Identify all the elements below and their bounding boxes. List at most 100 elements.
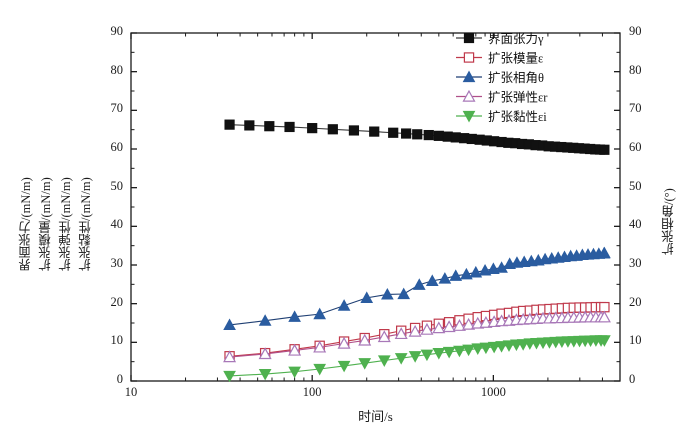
marker-filled-triangle-down	[487, 341, 501, 354]
marker-filled-triangle-up	[258, 314, 272, 326]
legend-label-3: 扩张弹性εr	[488, 90, 548, 105]
marker-filled-triangle-up	[337, 299, 351, 311]
legend-label-0: 界面张力γ	[488, 31, 544, 46]
marker-filled-triangle-up	[288, 310, 301, 322]
y-tick-label-right-80: 80	[629, 62, 642, 77]
x-tick-label-100: 100	[302, 385, 322, 399]
marker-filled-triangle-down	[442, 346, 456, 359]
marker-filled-triangle-down	[453, 345, 466, 358]
marker-open-triangle-up	[377, 330, 391, 343]
marker-filled-triangle-up	[469, 265, 483, 278]
marker-open-triangle-up	[223, 350, 237, 363]
marker-filled-triangle-down	[377, 355, 391, 367]
marker-filled-triangle-up	[438, 272, 452, 284]
marker-open-triangle-up	[442, 320, 456, 333]
marker-filled-square	[423, 129, 434, 141]
marker-open-triangle-up	[394, 327, 408, 340]
marker-filled-triangle-down	[394, 353, 408, 365]
legend-label-4: 扩张黏性εi	[488, 109, 547, 124]
y-axis-title-left-1: 扩张模量/(mN/m)	[39, 177, 53, 271]
marker-open-triangle-up	[462, 89, 476, 102]
marker-filled-square	[348, 125, 360, 136]
y-tick-label-left-20: 20	[110, 294, 124, 309]
legend: 界面张力γ 扩张模量ε 扩张相角θ 扩张弹性εr 扩张黏性εi	[456, 31, 548, 124]
marker-filled-triangle-up	[223, 318, 236, 331]
marker-filled-square	[401, 128, 412, 139]
legend-label-2: 扩张相角θ	[488, 70, 544, 85]
marker-filled-triangle-up	[397, 287, 411, 300]
marker-filled-square	[264, 121, 275, 132]
marker-filled-triangle-up	[449, 269, 463, 281]
marker-filled-square	[369, 126, 380, 137]
y-tick-label-left-40: 40	[110, 217, 124, 232]
marker-filled-triangle-up	[487, 262, 500, 274]
y-tick-label-right-20: 20	[629, 294, 642, 309]
marker-open-square	[599, 301, 610, 313]
marker-open-square	[463, 52, 475, 63]
marker-filled-square	[412, 129, 423, 140]
x-tick-label-1000: 1000	[480, 385, 506, 399]
y-tick-label-left-10: 10	[110, 333, 124, 348]
marker-filled-triangle-up	[462, 70, 476, 83]
marker-filled-triangle-up	[598, 246, 611, 259]
marker-open-triangle-up	[432, 321, 446, 334]
marker-open-triangle-up	[408, 324, 422, 337]
marker-open-triangle-up	[462, 317, 476, 330]
y-axis-title-left-2: 扩张弹性/(mN/m)	[59, 177, 73, 271]
marker-filled-square	[307, 123, 318, 134]
marker-filled-triangle-up	[360, 291, 374, 303]
marker-filled-square	[388, 127, 399, 138]
marker-filled-square	[327, 124, 338, 135]
marker-filled-triangle-down	[258, 368, 272, 381]
marker-filled-triangle-up	[412, 278, 426, 290]
marker-filled-triangle-down	[313, 363, 327, 376]
marker-filled-square	[284, 121, 295, 133]
marker-filled-triangle-down	[408, 351, 422, 363]
marker-filled-square	[244, 120, 255, 131]
series-3	[223, 310, 611, 363]
y-tick-label-left-60: 60	[110, 140, 124, 154]
legend-label-1: 扩张模量ε	[488, 51, 543, 66]
series-4	[223, 335, 611, 382]
marker-filled-triangle-down	[288, 366, 301, 379]
marker-open-triangle-up	[313, 340, 327, 353]
x-axis-title: 时间/s	[358, 409, 393, 424]
marker-open-triangle-up	[358, 333, 372, 346]
marker-filled-triangle-down	[462, 110, 476, 123]
series-2	[223, 246, 611, 331]
marker-filled-triangle-down	[358, 358, 372, 370]
y-tick-label-right-30: 30	[629, 256, 642, 270]
marker-open-triangle-up	[420, 322, 434, 335]
y-tick-label-right-90: 90	[629, 24, 642, 38]
marker-filled-triangle-down	[420, 349, 434, 362]
marker-filled-triangle-down	[502, 340, 516, 352]
marker-filled-triangle-down	[432, 348, 446, 360]
marker-filled-triangle-down	[495, 341, 508, 353]
marker-filled-square	[433, 130, 444, 141]
y-axis-title-left-0: 界面张力/(mN/m)	[19, 177, 33, 271]
series-0	[224, 119, 610, 155]
marker-filled-triangle-down	[598, 335, 611, 347]
y-tick-label-left-50: 50	[110, 178, 124, 193]
y-tick-label-left-80: 80	[110, 62, 124, 77]
marker-filled-square	[463, 32, 475, 44]
marker-filled-square	[450, 132, 461, 143]
marker-filled-triangle-up	[425, 274, 439, 286]
marker-open-triangle-up	[337, 336, 351, 349]
y-axis-title-left-3: 扩张黏性/(mN/m)	[79, 177, 93, 271]
marker-filled-triangle-up	[460, 267, 473, 280]
y-tick-label-right-70: 70	[629, 101, 642, 116]
y-tick-label-right-0: 0	[629, 372, 636, 386]
marker-open-triangle-up	[597, 310, 611, 323]
marker-filled-triangle-down	[223, 370, 236, 382]
marker-filled-triangle-down	[462, 344, 475, 357]
marker-filled-triangle-up	[313, 307, 327, 320]
marker-filled-square	[224, 119, 235, 130]
marker-open-triangle-up	[452, 319, 466, 331]
y-tick-label-left-30: 30	[110, 256, 124, 270]
marker-open-triangle-up	[258, 347, 272, 360]
marker-open-triangle-up	[479, 315, 493, 328]
y-tick-label-left-90: 90	[110, 24, 124, 38]
